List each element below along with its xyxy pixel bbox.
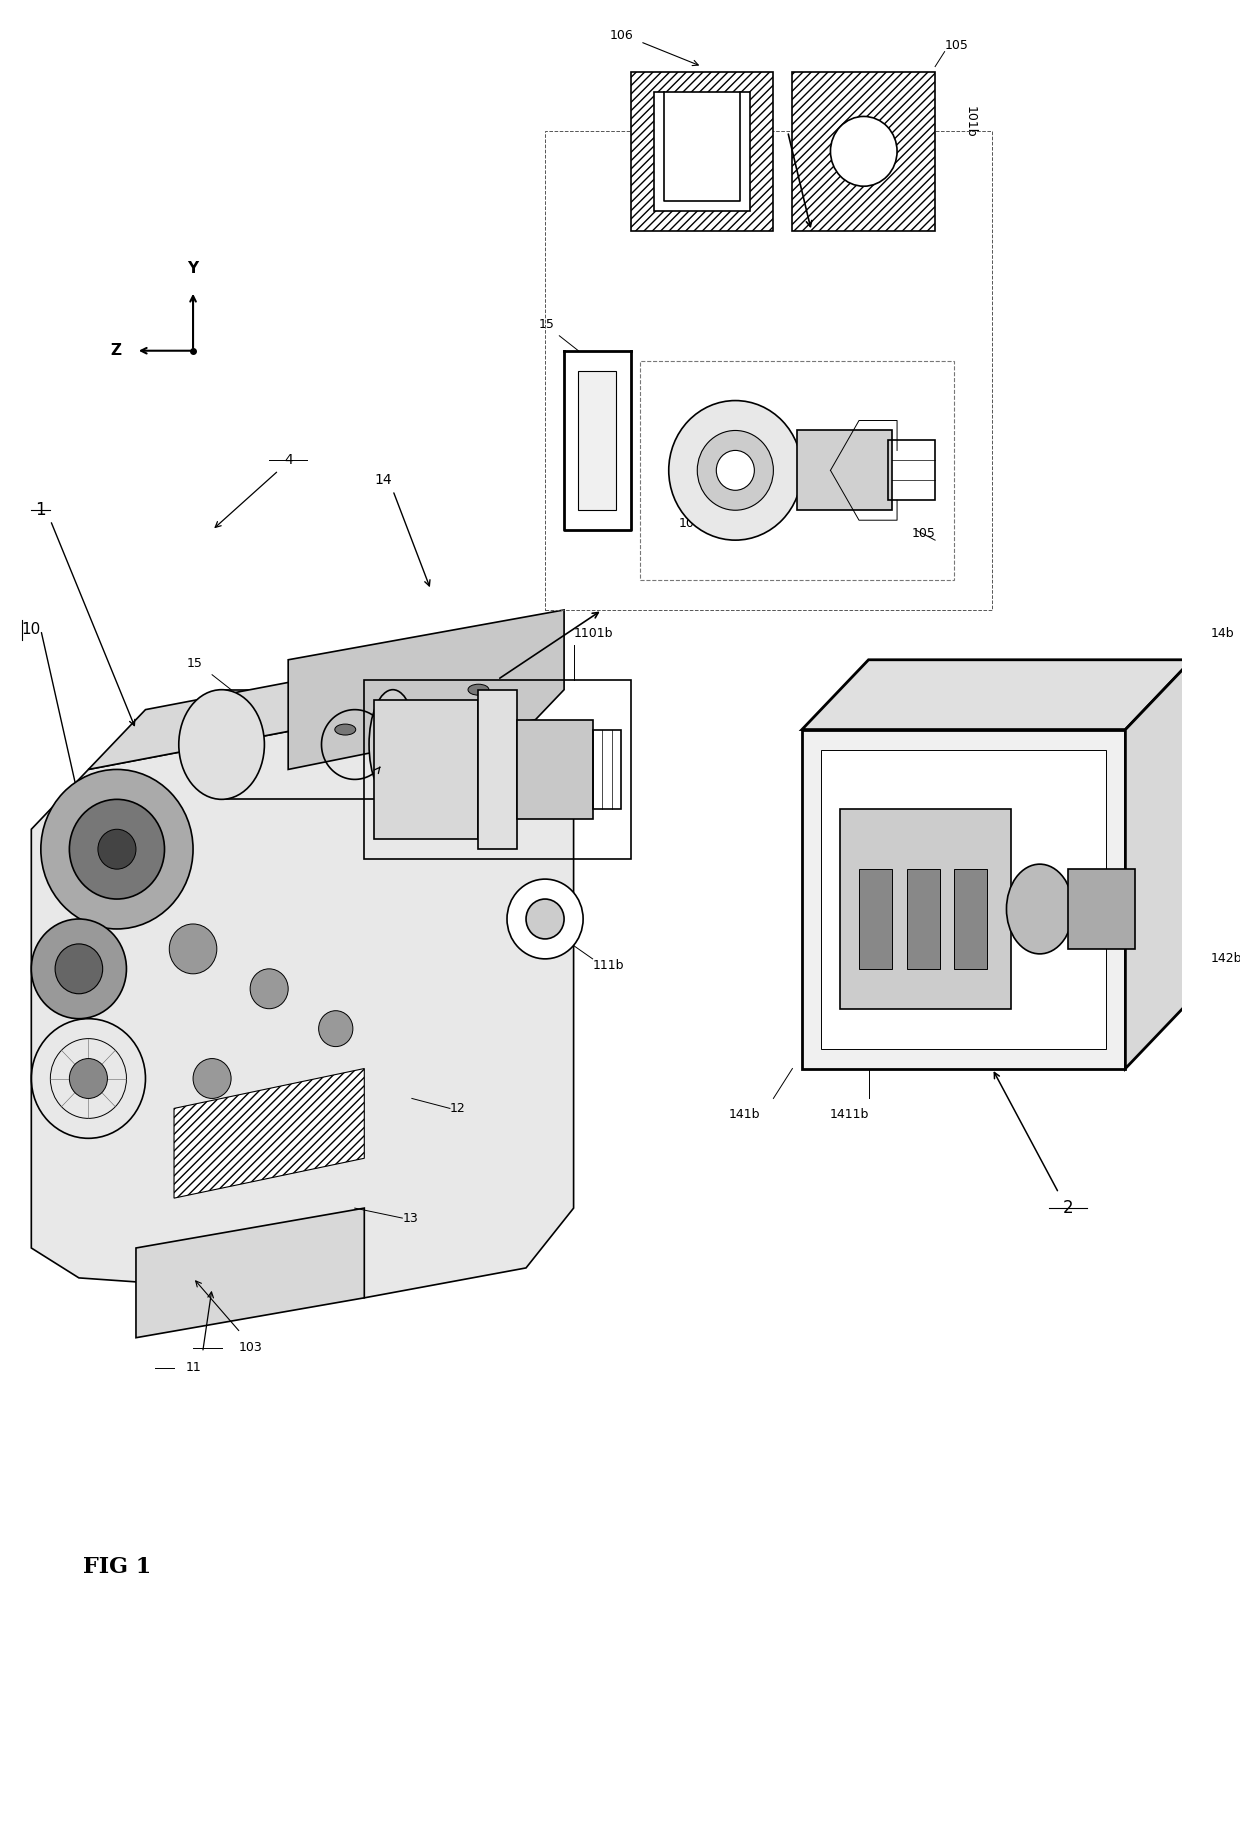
Text: 4: 4 [284,454,293,468]
Text: 14: 14 [374,474,392,487]
Bar [655,91,750,210]
Circle shape [697,430,774,510]
Circle shape [668,401,802,540]
Bar [797,430,893,510]
Circle shape [69,799,165,900]
Circle shape [717,450,754,490]
Circle shape [55,944,103,993]
Ellipse shape [467,684,489,695]
Text: 111b: 111b [593,958,624,971]
Text: 105: 105 [945,38,968,51]
Polygon shape [88,649,460,770]
Text: L: L [408,651,415,664]
Ellipse shape [370,690,417,799]
Text: 15: 15 [538,318,554,331]
Bar [365,680,631,860]
Circle shape [41,770,193,929]
Bar [517,719,593,819]
Text: 101b: 101b [463,627,495,640]
Bar [479,690,517,849]
Text: 104: 104 [678,518,702,530]
Text: 105: 105 [911,527,935,540]
Text: 15: 15 [187,657,202,669]
Bar [593,730,621,808]
Polygon shape [31,710,574,1299]
Text: 103: 103 [238,1341,262,1353]
Text: 12: 12 [450,1101,466,1116]
Bar [954,869,987,969]
Circle shape [269,1099,308,1138]
Text: 142b: 142b [1211,953,1240,966]
Text: Z: Z [110,344,122,358]
Bar [859,869,893,969]
Circle shape [193,1059,231,1099]
Text: 11: 11 [185,1361,201,1374]
Text: 14b: 14b [1211,627,1235,640]
Circle shape [319,1011,353,1046]
Circle shape [98,829,136,869]
Bar [802,730,1126,1068]
Text: 101b: 101b [963,106,977,137]
Bar [1069,869,1135,949]
Text: 1: 1 [36,501,46,519]
Text: Y: Y [187,262,198,276]
Polygon shape [802,660,1192,730]
Text: 13: 13 [402,1211,418,1225]
Text: 106: 106 [609,29,634,42]
Polygon shape [136,1209,365,1337]
Bar [792,71,935,230]
Bar [821,750,1106,1048]
Bar [839,808,1012,1010]
Ellipse shape [402,704,423,715]
Text: 2: 2 [1063,1200,1074,1216]
Bar [640,360,954,580]
Ellipse shape [179,690,264,799]
Bar [888,441,935,501]
Polygon shape [1126,660,1192,1068]
Bar [578,371,616,510]
Circle shape [507,880,583,958]
Text: FIG 1: FIG 1 [83,1556,151,1578]
Circle shape [69,1059,108,1099]
Text: 1411b: 1411b [830,1108,869,1121]
Bar [631,71,774,230]
Circle shape [170,924,217,973]
Text: 141b: 141b [729,1108,760,1121]
Polygon shape [288,609,564,770]
Circle shape [831,117,897,187]
Ellipse shape [1007,863,1073,955]
Bar [373,701,479,840]
Text: 1101b: 1101b [574,627,613,640]
Circle shape [526,900,564,938]
Circle shape [250,969,288,1010]
Polygon shape [174,1068,365,1198]
Bar [546,132,992,609]
Ellipse shape [335,724,356,735]
Bar [906,869,940,969]
Text: 10: 10 [22,622,41,636]
Circle shape [31,918,126,1019]
